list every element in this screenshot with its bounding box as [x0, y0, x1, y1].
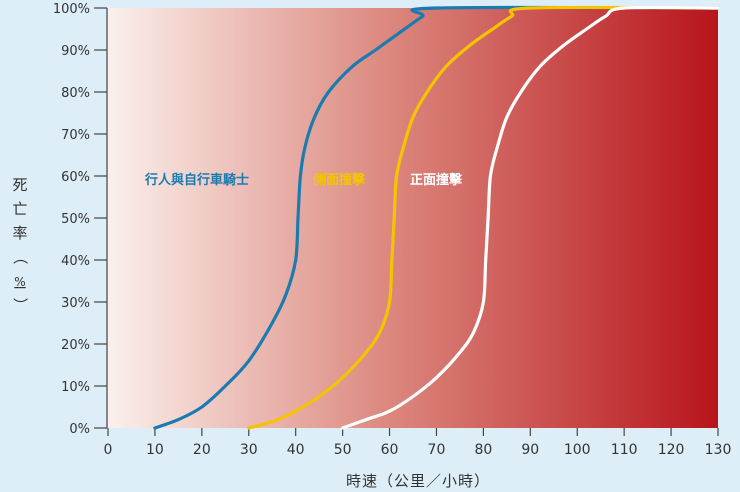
- x-tick-label: 70: [428, 442, 446, 458]
- y-tick-label: 70%: [61, 128, 90, 143]
- y-tick-label: 100%: [53, 2, 90, 17]
- x-tick-label: 130: [705, 442, 732, 458]
- x-tick-label: 120: [658, 442, 685, 458]
- series-line-0: [153, 5, 720, 430]
- x-tick-label: 100: [564, 442, 591, 458]
- series-layer: [153, 5, 720, 430]
- series-line-1: [247, 5, 720, 430]
- x-tick-label: 90: [521, 442, 539, 458]
- y-tick-label: 0%: [69, 422, 90, 437]
- y-axis-label-char: （: [11, 249, 29, 264]
- series-line-2: [341, 5, 720, 430]
- series-label-frontal-impact: 正面撞擊: [410, 172, 463, 188]
- plot-area-background: [108, 8, 718, 428]
- series-label-side-impact: 側面撞擊: [312, 172, 366, 188]
- x-axis-label: 時速（公里／小時）: [346, 472, 490, 490]
- series-label-pedestrian-cyclist: 行人與自行車騎士: [144, 172, 249, 188]
- y-tick-label: 30%: [61, 296, 90, 311]
- y-tick-label: 10%: [61, 380, 90, 395]
- y-axis-label: 死亡率 （% ）: [11, 176, 29, 313]
- y-tick-label: 20%: [61, 338, 90, 353]
- y-axis-label-char: 死: [12, 176, 27, 194]
- x-tick-label: 30: [240, 442, 258, 458]
- x-tick-label: 60: [381, 442, 399, 458]
- y-axis-label-char: ）: [11, 297, 29, 312]
- y-tick-label: 80%: [61, 86, 90, 101]
- y-axis-label-char: %: [14, 275, 25, 289]
- labels-layer: 行人與自行車騎士 側面撞擊 正面撞擊 時速（公里／小時） 死亡率 （% ）: [11, 172, 490, 490]
- axes: 0% 10% 20% 30% 40% 50% 60% 70% 80% 90% 100% 0 10 20 30…: [53, 2, 732, 458]
- y-tick-label: 50%: [61, 212, 90, 227]
- y-tick-label: 60%: [61, 170, 90, 185]
- y-axis-label-char: 亡: [12, 200, 27, 218]
- x-tick-label: 20: [193, 442, 211, 458]
- x-tick-label: 110: [611, 442, 638, 458]
- y-axis-label-char: 率: [12, 224, 27, 242]
- x-tick-label: 80: [474, 442, 492, 458]
- x-tick-label: 10: [146, 442, 164, 458]
- x-tick-label: 50: [334, 442, 352, 458]
- y-tick-label: 40%: [61, 254, 90, 269]
- x-tick-label: 40: [287, 442, 305, 458]
- y-tick-label: 90%: [61, 44, 90, 59]
- x-tick-label: 0: [104, 442, 113, 458]
